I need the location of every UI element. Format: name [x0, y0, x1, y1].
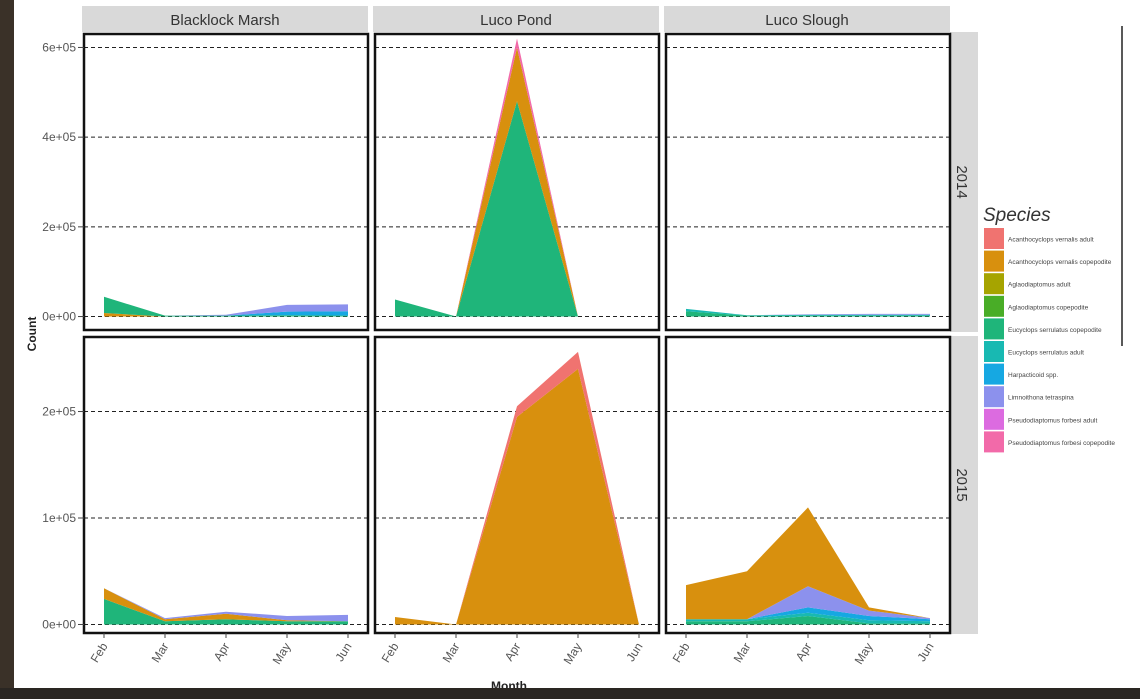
- panel-luco-pond-2014: [373, 32, 661, 332]
- y-tick-label-2014-1: 2e+05: [42, 220, 76, 234]
- y-tick-label-2014-0: 0e+00: [42, 310, 76, 324]
- legend-swatch-pseudodiaptomus-forbesi-adult: [984, 408, 1004, 430]
- legend-items: Acanthocyclops vernalis adult Acanthocycl…: [984, 228, 1115, 453]
- area-acanthocyclops-vernalis-copepodite: [104, 313, 348, 317]
- legend-label-aglaodiaptomus-adult: Aglaodiaptomus adult: [1008, 282, 1071, 289]
- facet-label-col-2: Luco Slough: [765, 12, 848, 29]
- x-tick-label-1-2: Apr: [502, 640, 524, 663]
- x-tick-label-0-1: Mar: [149, 640, 172, 665]
- x-tick-label-0-4: Jun: [332, 640, 354, 664]
- legend-label-aglaodiaptomus-copepodite: Aglaodiaptomus copepodite: [1008, 304, 1089, 311]
- x-tick-label-0-2: Apr: [211, 640, 233, 663]
- legend-swatch-eucyclops-serrulatus-adult: [984, 341, 1004, 362]
- y-axis-title: Count: [25, 317, 39, 352]
- legend-label-pseudodiaptomus-forbesi-adult: Pseudodiaptomus forbesi adult: [1008, 417, 1097, 424]
- facet-label-row-1: 2015: [953, 468, 970, 501]
- area-eucyclops-serrulatus-copepodite: [686, 616, 930, 625]
- x-tick-label-2-1: Mar: [731, 640, 754, 665]
- area-acanthocyclops-vernalis-copepodite: [395, 368, 639, 625]
- y-axis-layer: 0e+00 2e+05 4e+05 6e+05 0e+00 1e+05 2e+05: [42, 40, 84, 631]
- legend-title: Species: [983, 205, 1051, 226]
- x-tick-label-2-4: Jun: [914, 640, 936, 664]
- facet-strip-luco-slough: [664, 6, 950, 32]
- panel-luco-slough-2014: [664, 32, 952, 332]
- facet-strip-2014: [950, 32, 978, 332]
- photo-frame-left: [0, 0, 14, 699]
- area-acanthocyclops-vernalis-adult: [395, 351, 639, 625]
- legend-swatch-limnoithona-tetraspina: [984, 386, 1004, 408]
- legend-label-eucyclops-serrulatus-copepodite: Eucyclops serrulatus copepodite: [1008, 327, 1102, 334]
- area-acanthocyclops-vernalis-copepodite: [686, 507, 930, 620]
- legend-swatch-pseudodiaptomus-forbesi-copepodite: [984, 431, 1004, 453]
- panel-blacklock-marsh-2014: [82, 32, 370, 332]
- facet-label-col-1: Luco Pond: [480, 12, 552, 29]
- x-tick-label-2-3: May: [852, 640, 876, 667]
- area-pseudodiaptomus-forbesi-copepodite: [395, 38, 578, 317]
- x-tick-label-1-4: Jun: [623, 640, 645, 664]
- facet-strip-2015: [950, 336, 978, 634]
- x-tick-label-0-3: May: [270, 640, 294, 667]
- legend-swatch-harpacticoid-spp: [984, 363, 1004, 385]
- panels-layer: [82, 32, 952, 635]
- x-tick-label-2-0: Feb: [670, 640, 693, 665]
- area-limnoithona-tetraspina: [104, 588, 348, 622]
- x-tick-label-2-2: Apr: [793, 640, 815, 663]
- faceted-area-chart: Blacklock Marsh Luco Pond Luco Slough 20…: [25, 6, 1123, 688]
- legend-swatch-acanthocyclops-vernalis-adult: [984, 228, 1004, 249]
- legend-label-acanthocyclops-vernalis-adult: Acanthocyclops vernalis adult: [1008, 237, 1094, 244]
- legend-label-acanthocyclops-vernalis-copepodite: Acanthocyclops vernalis copepodite: [1008, 259, 1112, 266]
- facet-strip-luco-pond: [373, 6, 659, 32]
- x-axis-layer: Feb Mar Apr May Jun Feb Mar Apr May Jun Feb Mar Apr M…: [88, 633, 937, 667]
- y-tick-label-2015-0: 0e+00: [42, 617, 76, 631]
- panel-luco-slough-2015: [664, 335, 952, 635]
- y-tick-label-2015-1: 1e+05: [42, 511, 76, 525]
- panel-border: [373, 32, 661, 332]
- area-limnoithona-tetraspina: [104, 296, 348, 316]
- panel-border: [664, 32, 952, 332]
- legend-label-eucyclops-serrulatus-adult: Eucyclops serrulatus adult: [1008, 350, 1084, 357]
- area-acanthocyclops-vernalis-copepodite: [104, 588, 348, 622]
- facet-strips: Blacklock Marsh Luco Pond Luco Slough 20…: [82, 6, 978, 634]
- panel-border: [82, 335, 370, 635]
- x-tick-label-0-0: Feb: [88, 640, 111, 665]
- area-eucyclops-serrulatus-adult: [686, 308, 930, 316]
- y-tick-label-2014-3: 6e+05: [42, 40, 76, 54]
- panel-luco-pond-2015: [373, 335, 661, 635]
- y-tick-label-2014-2: 4e+05: [42, 130, 76, 144]
- area-limnoithona-tetraspina: [686, 308, 930, 316]
- area-eucyclops-serrulatus-copepodite: [104, 598, 348, 625]
- legend: Species Acanthocyclops vernalis adultAca…: [983, 205, 1115, 453]
- x-tick-label-1-3: May: [561, 640, 585, 667]
- area-harpacticoid-spp: [686, 607, 930, 622]
- x-tick-label-1-0: Feb: [379, 640, 402, 665]
- panel-blacklock-marsh-2015: [82, 335, 370, 635]
- facet-strip-blacklock-marsh: [82, 6, 368, 32]
- legend-swatch-acanthocyclops-vernalis-copepodite: [984, 250, 1004, 272]
- photo-frame-bottom: [0, 688, 1140, 699]
- x-axis-title: Month: [491, 679, 527, 688]
- area-eucyclops-serrulatus-adult: [686, 612, 930, 624]
- x-tick-label-1-1: Mar: [440, 640, 463, 665]
- legend-swatch-aglaodiaptomus-adult: [984, 273, 1004, 295]
- legend-label-harpacticoid-spp: Harpacticoid spp.: [1008, 372, 1058, 379]
- facet-label-col-0: Blacklock Marsh: [170, 12, 279, 29]
- legend-label-limnoithona-tetraspina: Limnoithona tetraspina: [1008, 395, 1074, 402]
- area-limnoithona-tetraspina: [686, 586, 930, 620]
- panel-border: [82, 32, 370, 332]
- legend-swatch-eucyclops-serrulatus-copepodite: [984, 318, 1004, 340]
- legend-swatch-aglaodiaptomus-copepodite: [984, 295, 1004, 317]
- legend-label-pseudodiaptomus-forbesi-copepodite: Pseudodiaptomus forbesi copepodite: [1008, 440, 1115, 447]
- y-tick-label-2015-2: 2e+05: [42, 405, 76, 419]
- area-eucyclops-serrulatus-copepodite: [686, 311, 930, 317]
- area-harpacticoid-spp: [104, 296, 348, 316]
- facet-label-row-0: 2014: [953, 165, 970, 198]
